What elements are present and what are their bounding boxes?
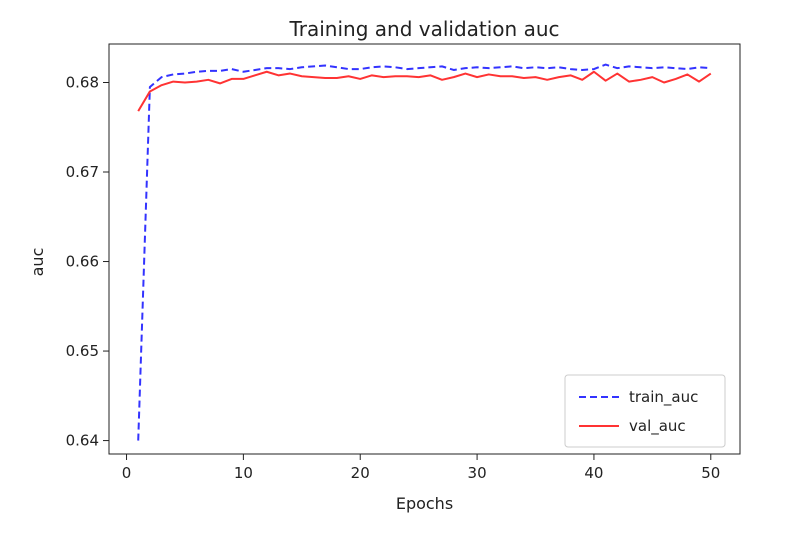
x-tick-label: 50 xyxy=(701,464,720,482)
x-axis-label: Epochs xyxy=(396,494,453,513)
val_auc-series-line xyxy=(137,70,712,112)
y-tick-label: 0.65 xyxy=(66,342,99,360)
plot-area: 0 10 20 30 40 50 0.64 0.65 0.66 0.67 0.68 xyxy=(66,43,741,482)
legend-box xyxy=(564,374,726,448)
plot-frame xyxy=(108,43,741,455)
legend-label-train_auc: train_auc xyxy=(629,388,698,407)
y-tick-label: 0.67 xyxy=(66,163,99,181)
x-tick-label: 40 xyxy=(584,464,603,482)
y-tick-label: 0.66 xyxy=(66,253,99,271)
y-tick-label: 0.64 xyxy=(66,432,99,450)
chart-title: Training and validation auc xyxy=(288,17,559,41)
x-tick-label: 30 xyxy=(468,464,487,482)
x-tick-label: 0 xyxy=(122,464,132,482)
x-tick-label: 10 xyxy=(234,464,253,482)
y-tick-label: 0.68 xyxy=(66,73,99,91)
legend-label-val_auc: val_auc xyxy=(629,417,686,436)
train_auc-series-line xyxy=(137,63,711,441)
legend: train_auc val_auc xyxy=(564,374,726,448)
x-tick-label: 20 xyxy=(351,464,370,482)
y-axis-label: auc xyxy=(28,248,47,277)
